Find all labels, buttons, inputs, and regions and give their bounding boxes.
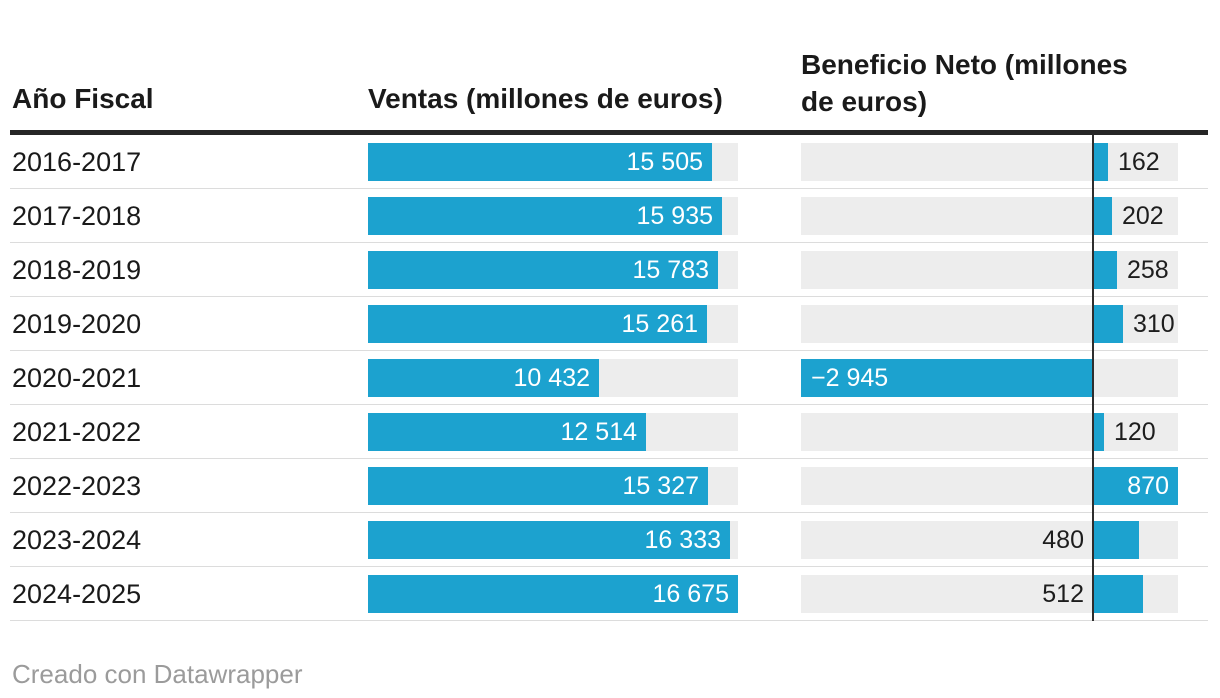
credit-line: Creado con Datawrapper bbox=[12, 659, 303, 689]
row-year-label: 2023-2024 bbox=[12, 525, 142, 555]
ventas-bar-track: 16 675 bbox=[368, 575, 738, 613]
ventas-bar: 15 327 bbox=[368, 467, 708, 505]
ventas-bar: 15 935 bbox=[368, 197, 722, 235]
ventas-bar: 16 333 bbox=[368, 521, 730, 559]
beneficio-bar-track: 202 bbox=[801, 197, 1178, 235]
ventas-value-label: 10 432 bbox=[513, 363, 590, 392]
ventas-bar: 15 783 bbox=[368, 251, 718, 289]
beneficio-bar-track: 258 bbox=[801, 251, 1178, 289]
beneficio-bar-track: 310 bbox=[801, 305, 1178, 343]
beneficio-value-label: 870 bbox=[1127, 471, 1169, 500]
beneficio-bar bbox=[1092, 413, 1104, 451]
table-row: 2022-2023 15 327 870 bbox=[0, 459, 1220, 513]
ventas-bar: 10 432 bbox=[368, 359, 599, 397]
row-year-label: 2017-2018 bbox=[12, 201, 142, 231]
beneficio-bar bbox=[1092, 197, 1112, 235]
beneficio-value-label: 162 bbox=[1118, 147, 1160, 176]
row-year-label: 2019-2020 bbox=[12, 309, 142, 339]
ventas-value-label: 12 514 bbox=[560, 417, 637, 446]
table-body: 2016-2017 15 505 162 2017-2018 15 935 202 2018… bbox=[0, 135, 1220, 621]
ventas-bar-track: 15 261 bbox=[368, 305, 738, 343]
beneficio-value-label: 202 bbox=[1122, 201, 1164, 230]
beneficio-bar: 870 bbox=[1092, 467, 1178, 505]
ventas-value-label: 16 333 bbox=[644, 525, 721, 554]
column-header-ventas: Ventas (millones de euros) bbox=[368, 83, 723, 114]
beneficio-bar-track: 162 bbox=[801, 143, 1178, 181]
row-divider bbox=[10, 566, 1208, 567]
ventas-bar-track: 15 505 bbox=[368, 143, 738, 181]
ventas-bar: 15 505 bbox=[368, 143, 712, 181]
beneficio-bar-track: 512 bbox=[801, 575, 1178, 613]
zero-axis-line bbox=[1092, 135, 1094, 621]
row-divider bbox=[10, 296, 1208, 297]
ventas-bar-track: 15 935 bbox=[368, 197, 738, 235]
row-divider bbox=[10, 458, 1208, 459]
row-year-label: 2018-2019 bbox=[12, 255, 142, 285]
beneficio-value-label: 258 bbox=[1127, 255, 1169, 284]
ventas-value-label: 15 505 bbox=[626, 147, 703, 176]
beneficio-bar-track: 480 bbox=[801, 521, 1178, 559]
ventas-value-label: 15 261 bbox=[621, 309, 698, 338]
beneficio-bar-track: 870 bbox=[801, 467, 1178, 505]
row-divider bbox=[10, 188, 1208, 189]
beneficio-bar-track: −2 945 bbox=[801, 359, 1178, 397]
ventas-bar-track: 12 514 bbox=[368, 413, 738, 451]
row-divider bbox=[10, 620, 1208, 621]
column-header-beneficio: Beneficio Neto (millones de euros) bbox=[801, 49, 1128, 117]
beneficio-bar-track: 120 bbox=[801, 413, 1178, 451]
row-divider bbox=[10, 512, 1208, 513]
beneficio-value-label: 310 bbox=[1133, 309, 1175, 338]
table-row: 2023-2024 16 333 480 bbox=[0, 513, 1220, 567]
beneficio-value-label: 480 bbox=[1042, 525, 1084, 554]
table-row: 2016-2017 15 505 162 bbox=[0, 135, 1220, 189]
ventas-value-label: 16 675 bbox=[652, 579, 729, 608]
ventas-bar-track: 10 432 bbox=[368, 359, 738, 397]
beneficio-bar bbox=[1092, 521, 1139, 559]
ventas-value-label: 15 783 bbox=[632, 255, 709, 284]
beneficio-value-label: −2 945 bbox=[811, 363, 889, 392]
ventas-bar: 15 261 bbox=[368, 305, 707, 343]
row-year-label: 2021-2022 bbox=[12, 417, 142, 447]
row-year-label: 2024-2025 bbox=[12, 579, 142, 609]
beneficio-bar bbox=[1092, 251, 1117, 289]
ventas-value-label: 15 935 bbox=[636, 201, 713, 230]
table-row: 2021-2022 12 514 120 bbox=[0, 405, 1220, 459]
column-header-year: Año Fiscal bbox=[12, 83, 154, 114]
row-divider bbox=[10, 404, 1208, 405]
row-year-label: 2022-2023 bbox=[12, 471, 142, 501]
ventas-bar-track: 15 783 bbox=[368, 251, 738, 289]
row-year-label: 2020-2021 bbox=[12, 363, 142, 393]
table-row: 2018-2019 15 783 258 bbox=[0, 243, 1220, 297]
table-row: 2019-2020 15 261 310 bbox=[0, 297, 1220, 351]
ventas-value-label: 15 327 bbox=[622, 471, 699, 500]
ventas-bar: 12 514 bbox=[368, 413, 646, 451]
ventas-bar-track: 16 333 bbox=[368, 521, 738, 559]
beneficio-value-label: 120 bbox=[1114, 417, 1156, 446]
beneficio-bar bbox=[1092, 305, 1123, 343]
beneficio-bar bbox=[1092, 143, 1108, 181]
beneficio-bar bbox=[1092, 575, 1143, 613]
table-row: 2024-2025 16 675 512 bbox=[0, 567, 1220, 621]
row-divider bbox=[10, 242, 1208, 243]
row-divider bbox=[10, 350, 1208, 351]
ventas-bar: 16 675 bbox=[368, 575, 738, 613]
table-row: 2020-2021 10 432 −2 945 bbox=[0, 351, 1220, 405]
beneficio-value-label: 512 bbox=[1042, 579, 1084, 608]
table-row: 2017-2018 15 935 202 bbox=[0, 189, 1220, 243]
row-year-label: 2016-2017 bbox=[12, 147, 142, 177]
beneficio-bar: −2 945 bbox=[801, 359, 1092, 397]
ventas-bar-track: 15 327 bbox=[368, 467, 738, 505]
header-rule bbox=[10, 130, 1208, 135]
